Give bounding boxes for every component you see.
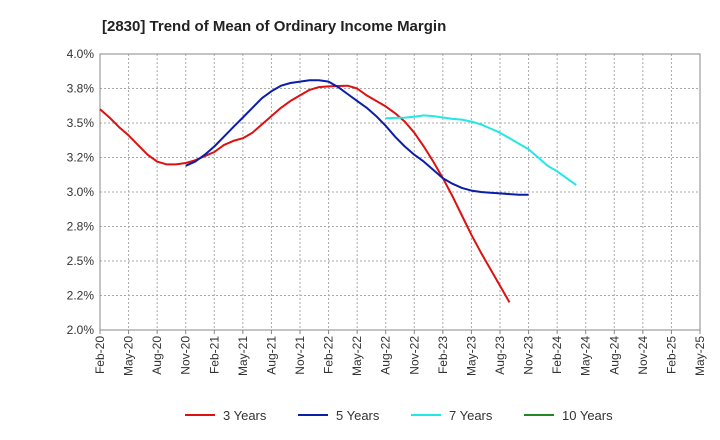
plot-frame (99, 53, 701, 331)
x-tick-label: May-22 (350, 336, 364, 376)
series-line-3-years (99, 84, 511, 303)
x-tick-label: Feb-24 (550, 336, 564, 374)
x-tick-label: Feb-25 (664, 336, 678, 374)
x-tick-label: Aug-20 (150, 336, 164, 375)
x-tick-label: Aug-21 (264, 336, 278, 375)
x-tick-label: Aug-22 (379, 336, 393, 375)
series-line-7-years (385, 114, 577, 186)
x-axis-ticks: Feb-20 May-20 Aug-20 Nov-20 Feb-21 May-21 Aug-… (93, 330, 707, 376)
y-tick-label: 2.8% (67, 220, 95, 234)
x-tick-label: May-21 (236, 336, 250, 376)
chart-title: [2830] Trend of Mean of Ordinary Income … (102, 18, 446, 35)
x-tick-label: Feb-21 (207, 336, 221, 374)
x-tick-label: Nov-24 (636, 336, 650, 375)
legend-label-7-years: 7 Years (449, 408, 493, 423)
x-tick-label: Feb-22 (322, 336, 336, 374)
y-tick-label: 4.0% (67, 47, 95, 61)
legend-label-5-years: 5 Years (336, 408, 380, 423)
y-tick-label: 2.0% (67, 323, 95, 337)
x-tick-label: Nov-22 (407, 336, 421, 375)
x-tick-label: Aug-24 (607, 336, 621, 375)
x-tick-label: Aug-23 (493, 336, 507, 375)
series-lines (99, 79, 577, 303)
y-tick-label: 2.5% (67, 254, 95, 268)
series-line-5-years (185, 79, 529, 196)
x-tick-label: Nov-21 (293, 336, 307, 375)
y-axis-ticks: 4.0% 3.8% 3.5% 3.2% 3.0% 2.8% 2.5% 2.2% 2.0% (67, 47, 95, 337)
y-tick-label: 3.5% (67, 116, 95, 130)
y-tick-label: 3.0% (67, 185, 95, 199)
x-tick-label: Feb-20 (93, 336, 107, 374)
x-tick-label: May-24 (579, 336, 593, 376)
x-tick-label: May-25 (693, 336, 707, 376)
legend: 3 Years 5 Years 7 Years 10 Years (185, 408, 613, 423)
x-tick-label: Nov-20 (179, 336, 193, 375)
x-tick-label: Nov-23 (522, 336, 536, 375)
y-tick-label: 3.2% (67, 151, 95, 165)
y-tick-label: 2.2% (67, 289, 95, 303)
legend-label-3-years: 3 Years (223, 408, 267, 423)
y-tick-label: 3.8% (67, 82, 95, 96)
legend-label-10-years: 10 Years (562, 408, 613, 423)
x-tick-label: Feb-23 (436, 336, 450, 374)
x-tick-label: May-23 (464, 336, 478, 376)
x-tick-label: May-20 (122, 336, 136, 376)
